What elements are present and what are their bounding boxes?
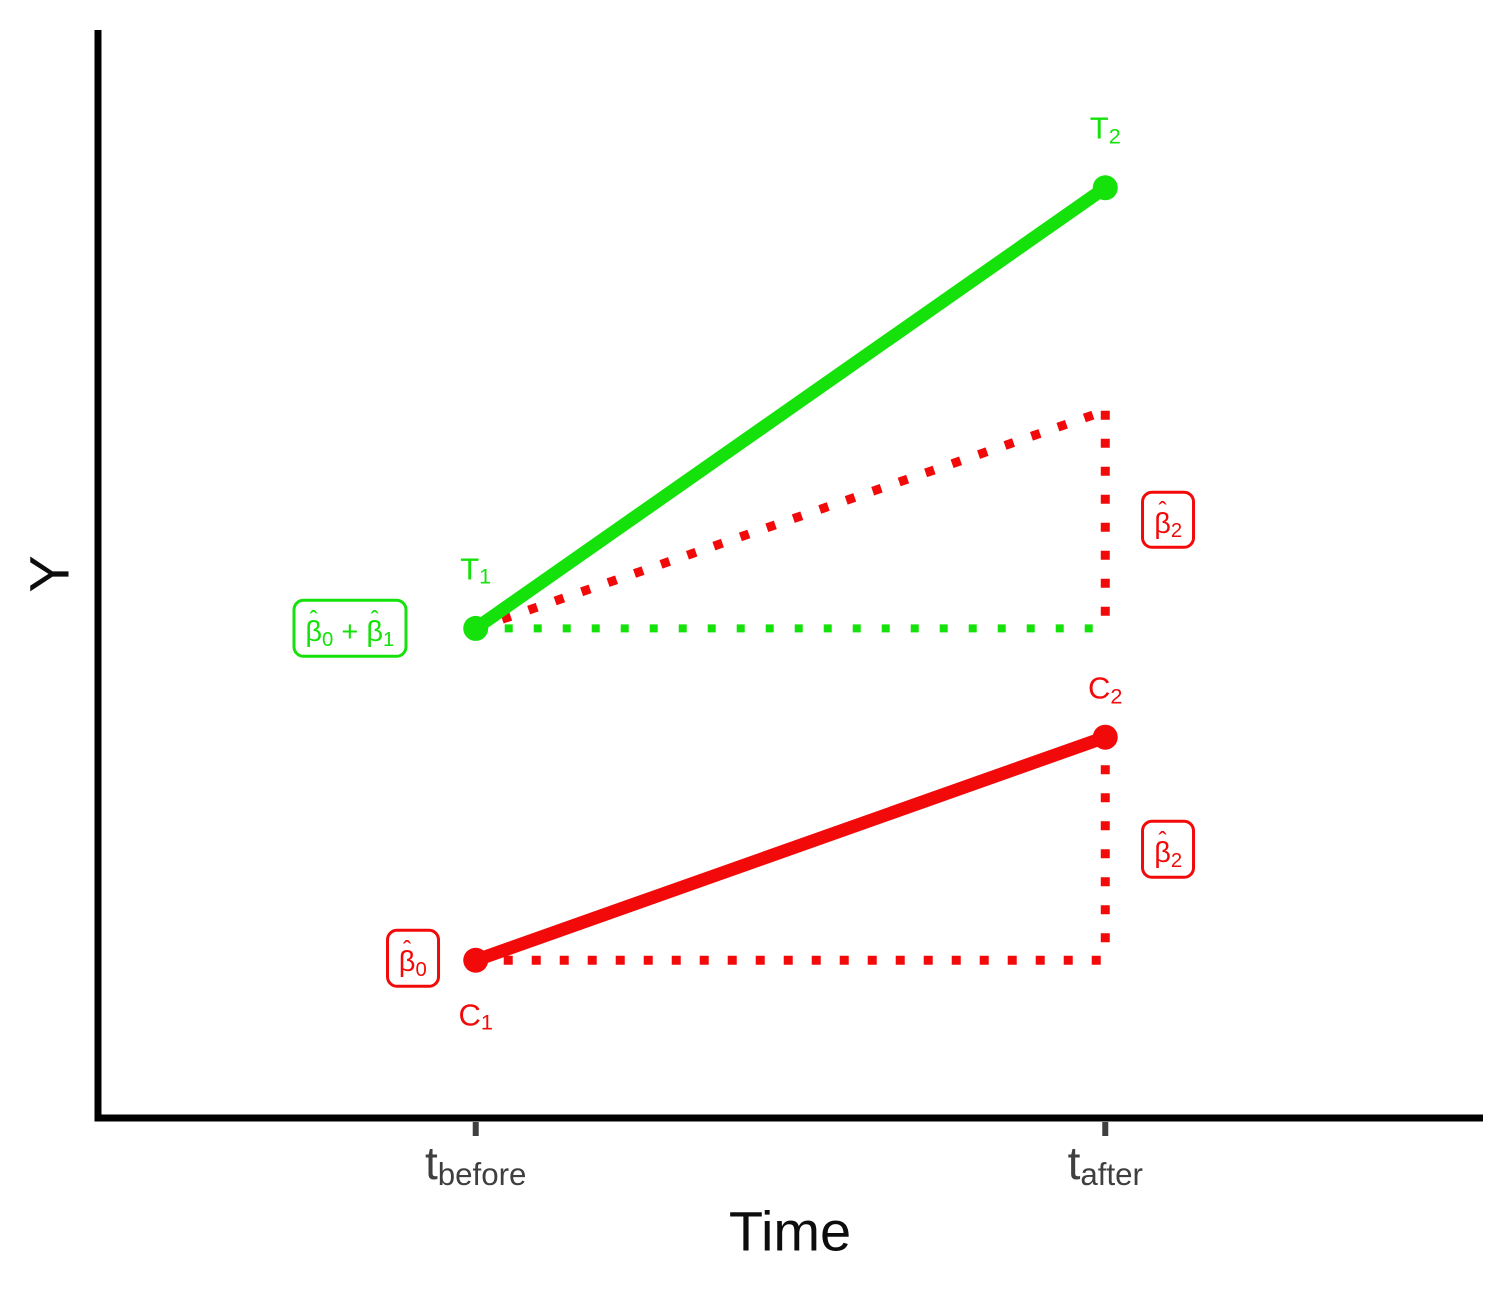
treatment-line-point-1 [463,615,489,641]
control-line-point-1 [463,947,489,973]
treatment-parallel-trend-dotted [474,406,1107,633]
control-line-point-2 [1092,724,1118,750]
treatment-line-point-2 [1092,175,1118,201]
treatment-line [469,181,1112,635]
control-line [469,730,1112,967]
